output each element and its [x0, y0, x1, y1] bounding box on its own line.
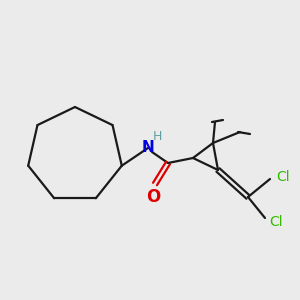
Text: H: H	[152, 130, 162, 143]
Text: Cl: Cl	[269, 215, 283, 229]
Text: O: O	[146, 188, 160, 206]
Text: N: N	[142, 140, 154, 155]
Text: Cl: Cl	[276, 170, 290, 184]
